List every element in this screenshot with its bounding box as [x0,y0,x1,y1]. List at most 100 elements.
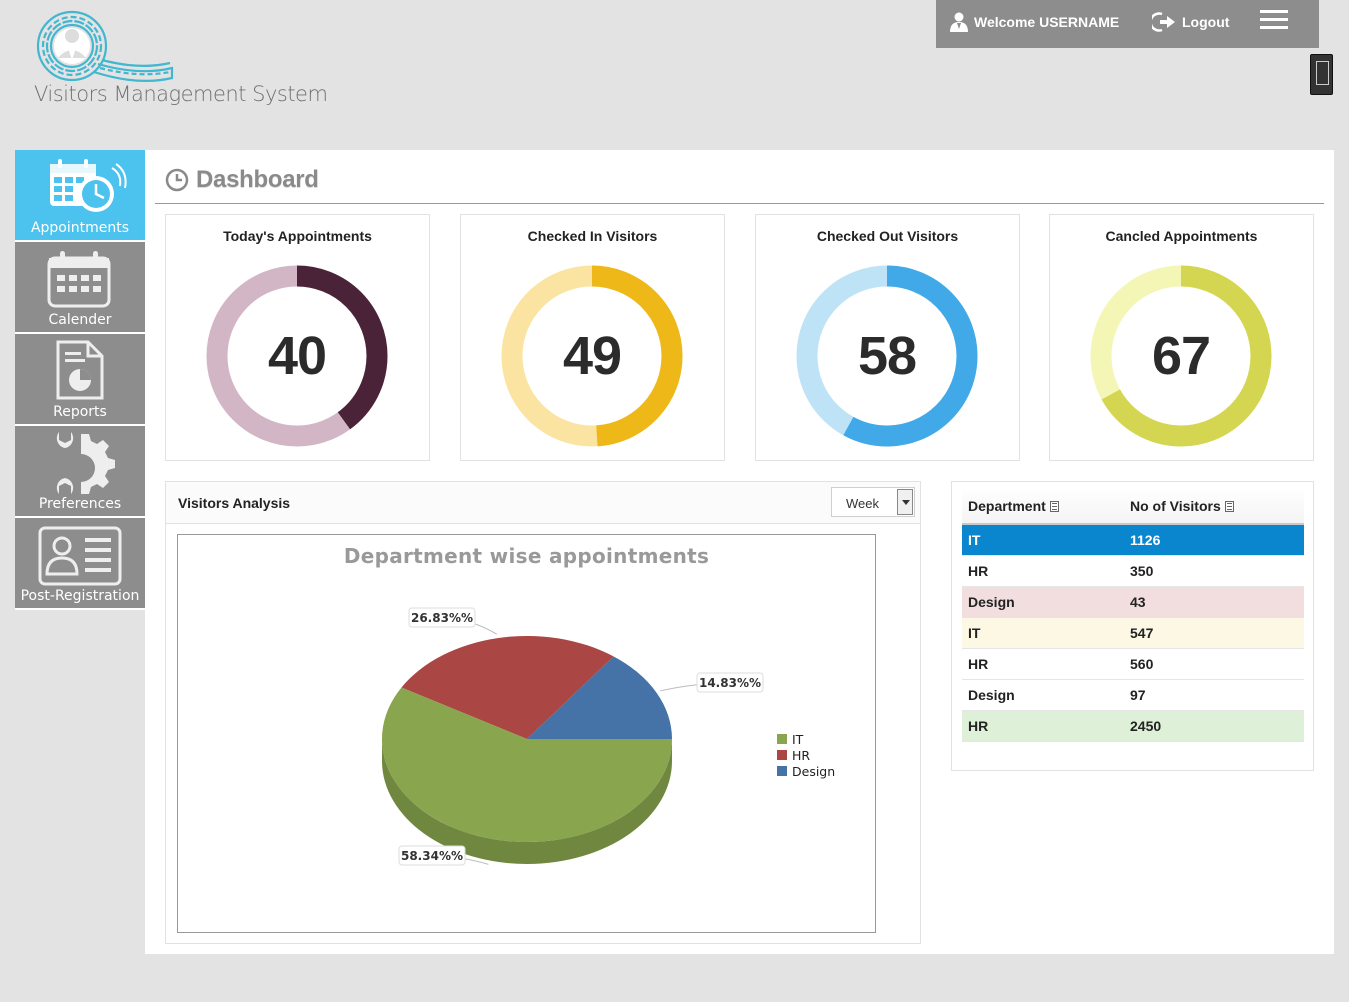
visitors-analysis-panel: Visitors Analysis Week Department wise a… [165,481,921,944]
donut-chart [206,265,388,447]
chart-legend: IT HR Design [777,731,835,779]
pie-chart: 14.83%% 26.83%% 58.34%% [382,607,764,866]
cell-visitors: 2450 [1124,710,1304,742]
calendar-icon [47,251,111,308]
sidebar-item-appointments[interactable]: Appointments [15,150,145,242]
cell-visitors: 560 [1124,648,1304,680]
logout-button[interactable]: Logout [1152,10,1229,34]
data-label-text: 26.83%% [411,611,473,625]
period-select[interactable]: Week [831,487,915,517]
panel-title: Visitors Analysis [178,495,291,511]
table-row[interactable]: IT 547 [962,617,1304,649]
cell-visitors: 97 [1124,679,1304,711]
data-label-text: 14.83%% [699,676,761,690]
stat-card-checked-in: Checked In Visitors 49 [460,214,725,461]
user-icon [950,12,968,32]
data-label-box [408,607,476,628]
table-header-row: Department No of Visitors [962,488,1304,525]
cell-department: HR [962,555,1124,587]
cell-department: HR [962,648,1124,680]
data-label-box [398,845,466,866]
department-table-panel: Department No of Visitors IT 1126 HR 350 D… [951,481,1314,771]
column-header-department[interactable]: Department [962,488,1124,525]
sidebar-item-calender[interactable]: Calender [15,242,145,334]
legend-swatch-2 [777,766,787,776]
sidebar-item-label: Calender [48,312,112,328]
sort-icon[interactable] [1049,501,1059,513]
card-value: 40 [267,326,327,386]
sidebar-item-post-registration[interactable]: Post-Registration [15,518,145,610]
donut-chart [1090,265,1272,447]
page-title: Dashboard [196,166,319,193]
card-value: 58 [857,326,917,386]
table-row[interactable]: Design 97 [962,679,1304,711]
card-title: Cancled Appointments [1105,228,1258,244]
cell-department: Design [962,679,1124,711]
pie-chart-container: Department wise appointments 14.83%% 26.8… [177,534,876,933]
panel-header: Visitors Analysis Week [166,482,920,524]
pie-slice-hr[interactable] [401,636,614,739]
app-name: Visitors Management System [34,82,328,106]
pie-slice-it[interactable] [382,687,672,842]
data-label-box [696,672,764,693]
welcome-text: Welcome USERNAME [974,14,1120,30]
table-row[interactable]: IT 1126 [962,524,1304,556]
clock-icon [165,168,189,192]
top-bar: Welcome USERNAME Logout [936,0,1319,48]
column-header-visitors[interactable]: No of Visitors [1124,488,1304,525]
department-table: Department No of Visitors IT 1126 HR 350 D… [962,488,1304,742]
side-widget[interactable] [1310,54,1333,95]
cell-department: HR [962,710,1124,742]
pie-slice-side-it [382,739,672,864]
legend-swatch-0 [777,734,787,744]
legend-swatch-1 [777,750,787,760]
data-label-hr: 26.83%% [408,607,476,628]
card-value: 67 [1151,326,1211,386]
sidebar-item-preferences[interactable]: Preferences [15,426,145,518]
donut-progress [501,265,683,447]
card-title: Today's Appointments [223,228,372,244]
stat-card-todays-appointments: Today's Appointments 40 [165,214,430,461]
cell-department: IT [962,617,1124,649]
calendar-clock-icon [50,159,127,212]
logout-icon [1152,12,1175,32]
cell-visitors: 43 [1124,586,1304,618]
donut-chart [796,265,978,447]
hamburger-menu-icon[interactable] [1260,10,1288,36]
legend-label: Design [792,763,836,779]
chart-title: Department wise appointments [343,544,710,568]
legend-item[interactable]: HR [777,747,835,763]
card-title: Checked Out Visitors [816,228,959,244]
table-row[interactable]: HR 350 [962,555,1304,587]
data-label-it: 58.34%% [398,845,466,866]
donut-chart [501,265,683,447]
dashboard-header: Dashboard [165,166,319,194]
data-label-design: 14.83%% [696,672,764,693]
legend-label: IT [792,731,804,747]
legend-item[interactable]: Design [777,763,835,779]
table-row[interactable]: HR 2450 [962,710,1304,742]
stat-card-checked-out: Checked Out Visitors 58 [755,214,1020,461]
table-row[interactable]: Design 43 [962,586,1304,618]
cell-department: Design [962,586,1124,618]
chevron-down-icon[interactable] [897,489,913,515]
cell-visitors: 350 [1124,555,1304,587]
divider [155,203,1324,204]
sidebar-item-label: Reports [53,404,107,420]
welcome-user: Welcome USERNAME [950,10,1119,34]
app-logo: Visitors Management System [30,6,328,116]
sidebar-item-reports[interactable]: Reports [15,334,145,426]
main-panel: Dashboard Today's Appointments 40 Checke… [145,150,1334,954]
donut-progress [1090,265,1272,447]
data-label-text: 58.34%% [401,849,463,863]
sort-icon[interactable] [1224,501,1234,513]
cell-visitors: 547 [1124,617,1304,649]
table-row[interactable]: HR 560 [962,648,1304,680]
period-select-value: Week [846,496,879,511]
card-value: 49 [562,326,622,386]
fingerprint-magnifier-icon [36,10,174,82]
legend-item[interactable]: IT [777,731,835,747]
sidebar-item-label: Preferences [38,496,122,512]
pie-slice-design[interactable] [527,656,672,739]
card-title: Checked In Visitors [527,228,658,244]
